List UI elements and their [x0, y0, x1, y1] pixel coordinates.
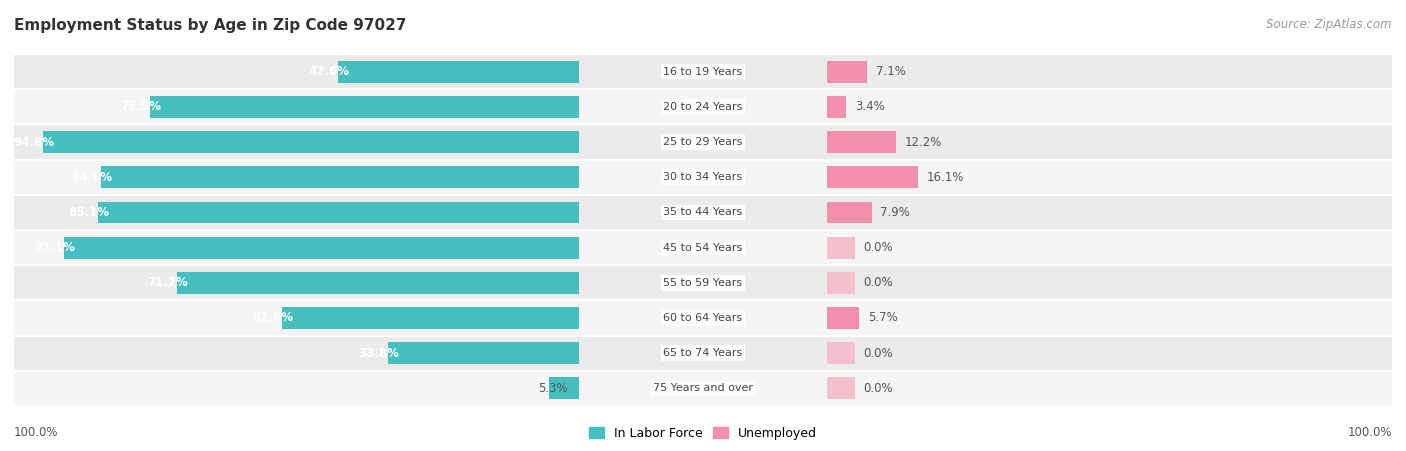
Bar [827, 54, 1392, 89]
Bar [827, 377, 855, 399]
Bar [827, 371, 1392, 406]
Bar [579, 160, 827, 195]
Bar [827, 195, 1392, 230]
Bar [827, 202, 872, 223]
Bar [827, 300, 1392, 336]
Bar [14, 124, 579, 160]
Text: 35 to 44 Years: 35 to 44 Years [664, 207, 742, 217]
Text: 7.1%: 7.1% [876, 65, 905, 78]
Text: 94.8%: 94.8% [14, 136, 55, 148]
Text: 5.3%: 5.3% [537, 382, 568, 395]
Text: 0.0%: 0.0% [863, 276, 893, 289]
Bar [827, 89, 1392, 124]
Text: 55 to 59 Years: 55 to 59 Years [664, 278, 742, 288]
Bar [579, 336, 827, 371]
Text: 85.1%: 85.1% [69, 206, 110, 219]
Bar [827, 96, 846, 118]
Text: 0.0%: 0.0% [863, 241, 893, 254]
Text: 12.2%: 12.2% [904, 136, 942, 148]
Bar [827, 265, 1392, 300]
Bar [14, 54, 579, 89]
Legend: In Labor Force, Unemployed: In Labor Force, Unemployed [583, 422, 823, 445]
Bar [827, 237, 855, 258]
Bar [14, 89, 579, 124]
Text: 100.0%: 100.0% [1347, 427, 1392, 439]
Text: 100.0%: 100.0% [14, 427, 59, 439]
Text: 16.1%: 16.1% [927, 171, 963, 184]
Bar [388, 342, 579, 364]
Bar [827, 131, 896, 153]
Bar [177, 272, 579, 294]
Bar [579, 265, 827, 300]
Bar [827, 342, 855, 364]
Text: 52.6%: 52.6% [252, 312, 292, 324]
Bar [827, 307, 859, 329]
Text: 20 to 24 Years: 20 to 24 Years [664, 102, 742, 112]
Bar [14, 195, 579, 230]
Bar [827, 160, 1392, 195]
Text: 65 to 74 Years: 65 to 74 Years [664, 348, 742, 358]
Bar [98, 202, 579, 223]
Text: 7.9%: 7.9% [880, 206, 910, 219]
Bar [150, 96, 579, 118]
Bar [579, 195, 827, 230]
Text: 30 to 34 Years: 30 to 34 Years [664, 172, 742, 182]
Text: Source: ZipAtlas.com: Source: ZipAtlas.com [1267, 18, 1392, 31]
Bar [14, 230, 579, 265]
Text: 3.4%: 3.4% [855, 101, 884, 113]
Bar [14, 300, 579, 336]
Text: 75 Years and over: 75 Years and over [652, 383, 754, 393]
Text: 42.6%: 42.6% [309, 65, 350, 78]
Text: Employment Status by Age in Zip Code 97027: Employment Status by Age in Zip Code 970… [14, 18, 406, 33]
Text: 33.8%: 33.8% [359, 347, 399, 359]
Bar [579, 300, 827, 336]
Text: 0.0%: 0.0% [863, 347, 893, 359]
Text: 60 to 64 Years: 60 to 64 Years [664, 313, 742, 323]
Bar [827, 61, 868, 83]
Text: 75.9%: 75.9% [121, 101, 162, 113]
Bar [339, 61, 579, 83]
Text: 71.2%: 71.2% [148, 276, 188, 289]
Bar [827, 272, 855, 294]
Bar [827, 124, 1392, 160]
Bar [579, 124, 827, 160]
Bar [14, 371, 579, 406]
Bar [579, 230, 827, 265]
Bar [14, 160, 579, 195]
Bar [101, 166, 579, 188]
Text: 45 to 54 Years: 45 to 54 Years [664, 243, 742, 253]
Text: 0.0%: 0.0% [863, 382, 893, 395]
Bar [579, 89, 827, 124]
Bar [827, 166, 918, 188]
Bar [65, 237, 579, 258]
Text: 25 to 29 Years: 25 to 29 Years [664, 137, 742, 147]
Bar [579, 371, 827, 406]
Bar [827, 230, 1392, 265]
Text: 16 to 19 Years: 16 to 19 Years [664, 67, 742, 77]
Text: 91.1%: 91.1% [35, 241, 76, 254]
Bar [14, 336, 579, 371]
Bar [281, 307, 579, 329]
Bar [44, 131, 579, 153]
Text: 5.7%: 5.7% [868, 312, 897, 324]
Bar [550, 377, 579, 399]
Bar [579, 54, 827, 89]
Text: 84.6%: 84.6% [72, 171, 112, 184]
Bar [827, 336, 1392, 371]
Bar [14, 265, 579, 300]
